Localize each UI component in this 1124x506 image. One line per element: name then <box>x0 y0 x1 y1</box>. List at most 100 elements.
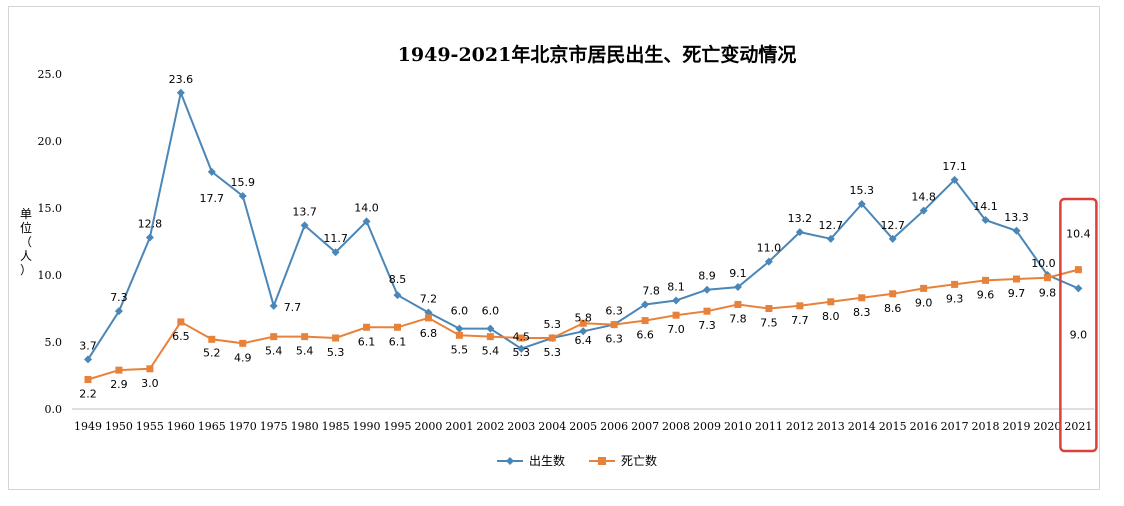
death-point <box>548 334 556 342</box>
death-point <box>734 300 742 308</box>
x-tick-label: 2014 <box>848 420 876 433</box>
y-tick-label: 0.0 <box>45 403 63 416</box>
x-tick-label: 2009 <box>693 420 721 433</box>
death-point <box>982 276 990 284</box>
death-data-label: 5.3 <box>544 346 562 359</box>
x-axis: 1949 1950 1955 1960 1965 1970 1975 1980 1985 1990… <box>72 408 1095 433</box>
death-point <box>1013 275 1020 283</box>
x-tick-label: 2002 <box>476 420 504 433</box>
birth-point <box>486 324 495 333</box>
birth-data-label: 7.8 <box>642 284 660 297</box>
x-tick-label: 1965 <box>198 420 226 433</box>
birth-data-label: 17.7 <box>200 192 225 205</box>
birth-point <box>269 301 278 310</box>
y-tick-label: 5.0 <box>45 336 63 349</box>
x-tick-label: 1985 <box>322 420 350 433</box>
death-point <box>301 333 309 341</box>
y-tick-label: 10.0 <box>38 269 63 282</box>
birth-data-label: 6.0 <box>451 305 469 318</box>
death-point <box>177 318 185 326</box>
x-tick-label: 1975 <box>260 420 288 433</box>
y-axis-label-char: 人 <box>20 249 32 263</box>
death-point <box>920 284 928 292</box>
birth-data-label: 9.0 <box>1070 328 1088 341</box>
y-axis-label: 单位（人） <box>20 207 32 277</box>
x-tick-label: 2020 <box>1033 420 1061 433</box>
birth-point <box>795 228 804 237</box>
death-data-label: 9.8 <box>1039 287 1057 300</box>
x-tick-label: 2005 <box>569 420 597 433</box>
birth-point <box>176 88 185 97</box>
birth-point <box>981 216 990 225</box>
birth-data-label: 4.5 <box>513 331 531 344</box>
birth-point <box>641 300 650 309</box>
death-point <box>672 311 680 319</box>
birth-data-label: 13.7 <box>292 205 317 218</box>
birth-point <box>455 324 464 333</box>
birth-data-label: 7.2 <box>420 293 438 306</box>
x-tick-label: 2008 <box>662 420 690 433</box>
birth-data-label: 10.0 <box>1031 257 1056 270</box>
death-data-label: 7.8 <box>729 312 747 325</box>
birth-point <box>733 283 742 292</box>
birth-data-label: 8.5 <box>389 273 407 286</box>
birth-data-label: 17.1 <box>942 160 967 173</box>
y-axis: 0.0 5.0 10.0 15.0 20.0 25.0 <box>38 68 63 416</box>
death-data-label: 6.3 <box>605 333 623 346</box>
death-point <box>703 307 711 315</box>
x-tick-label: 2001 <box>445 420 473 433</box>
death-data-label: 8.6 <box>884 302 902 315</box>
death-point <box>84 376 92 384</box>
birth-data-label: 13.3 <box>1004 211 1029 224</box>
death-data-label: 9.6 <box>977 288 995 301</box>
death-data-label: 2.2 <box>79 388 97 401</box>
birth-data-label: 15.3 <box>850 184 875 197</box>
x-tick-label: 2013 <box>817 420 845 433</box>
x-tick-label: 1950 <box>105 420 133 433</box>
death-data-label: 7.5 <box>760 317 778 330</box>
death-data-label: 9.3 <box>946 292 964 305</box>
birth-data-label: 6.0 <box>482 305 500 318</box>
x-tick-label: 1960 <box>167 420 195 433</box>
chart-frame <box>8 6 1100 490</box>
birth-data-label: 14.1 <box>973 200 998 213</box>
x-tick-label: 2019 <box>1003 420 1031 433</box>
y-axis-label-char: 单 <box>20 207 32 221</box>
death-point <box>610 321 618 329</box>
legend-item-deaths: 死亡数 <box>589 453 657 468</box>
death-point <box>827 298 835 306</box>
death-data-label: 6.1 <box>389 335 407 348</box>
x-tick-label: 1980 <box>291 420 319 433</box>
death-point <box>765 305 773 312</box>
death-data-label: 5.4 <box>482 345 500 358</box>
birth-data-label: 12.7 <box>819 219 844 232</box>
death-point <box>1043 274 1051 282</box>
legend-item-births: 出生数 <box>497 453 565 468</box>
birth-data-label: 7.3 <box>110 291 128 304</box>
birth-point <box>238 191 247 200</box>
data-labels: 3.7 2.2 7.3 2.9 12.8 3.0 23.6 6.5 17.7 5.2 15.9 4.9… <box>79 73 1090 401</box>
death-data-label: 2.9 <box>110 378 128 391</box>
birth-data-label: 12.8 <box>138 217 163 230</box>
death-data-label: 8.0 <box>822 310 840 323</box>
death-point <box>424 314 432 322</box>
y-tick-label: 25.0 <box>38 68 63 81</box>
x-tick-label: 2012 <box>786 420 814 433</box>
death-point <box>332 334 340 342</box>
death-data-label: 7.7 <box>791 314 809 327</box>
death-point <box>889 290 897 298</box>
death-point <box>641 317 649 325</box>
x-tick-label: 2011 <box>755 420 783 433</box>
legend-label: 出生数 <box>529 453 565 468</box>
death-data-label: 9.7 <box>1008 287 1026 300</box>
x-tick-label: 2000 <box>414 420 442 433</box>
death-data-label: 6.1 <box>358 335 376 348</box>
chart-title: 1949-2021年北京市居民出生、死亡变动情况 <box>398 43 797 66</box>
death-data-label: 6.6 <box>636 329 654 342</box>
death-point <box>951 280 959 288</box>
birth-point <box>703 285 711 294</box>
birth-point <box>919 206 928 215</box>
birth-point <box>672 296 681 305</box>
birth-data-label: 3.7 <box>79 339 97 352</box>
